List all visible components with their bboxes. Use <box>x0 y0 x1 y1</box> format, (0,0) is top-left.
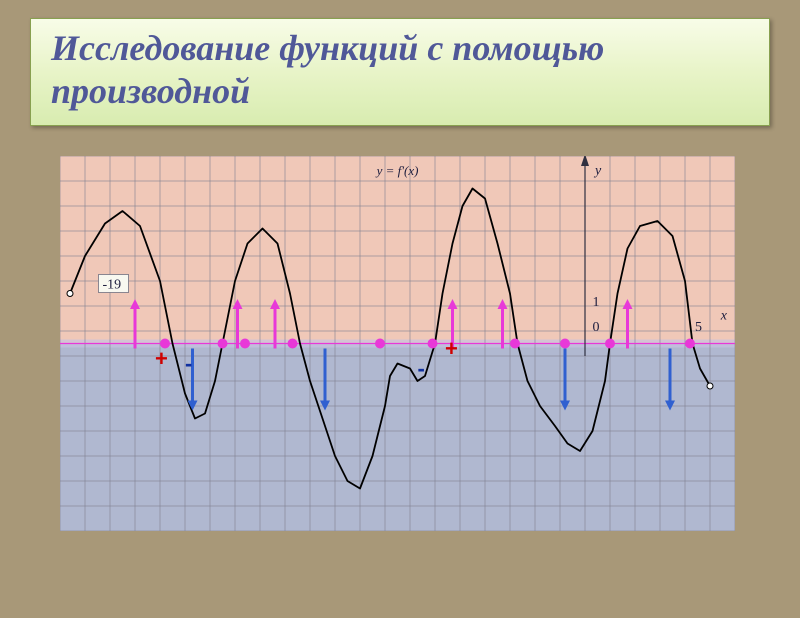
chart-svg: y = f'(x) y x -19 1 0 5 <box>60 156 735 531</box>
svg-text:y = f'(x): y = f'(x) <box>375 163 419 178</box>
sign-minus: - <box>185 351 192 377</box>
svg-text:x: x <box>720 309 728 324</box>
derivative-chart: y = f'(x)yx-19105 +-+- <box>60 156 740 536</box>
svg-text:y: y <box>593 164 602 179</box>
svg-text:0: 0 <box>593 320 600 335</box>
svg-text:5: 5 <box>695 320 702 335</box>
sign-plus: + <box>155 346 168 372</box>
sign-plus: + <box>445 336 458 362</box>
svg-text:-19: -19 <box>103 278 122 293</box>
sign-minus: - <box>418 356 425 382</box>
page-title: Исследование функций с помощью производн… <box>51 27 749 113</box>
title-box: Исследование функций с помощью производн… <box>30 18 770 126</box>
svg-text:1: 1 <box>593 295 600 310</box>
